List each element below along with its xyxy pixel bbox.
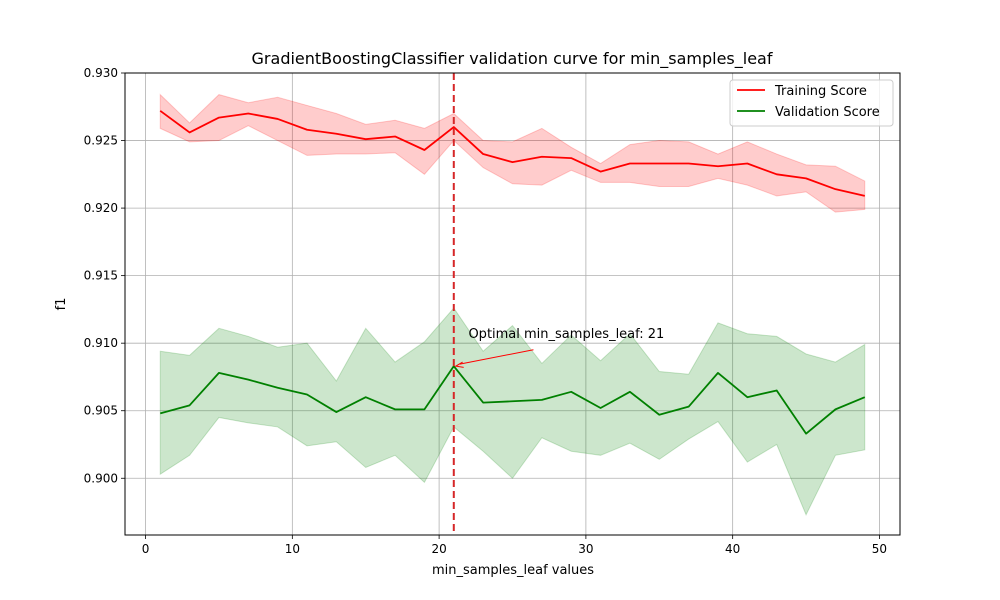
training-score-point <box>306 129 308 131</box>
x-tick-label: 0 <box>142 542 150 556</box>
training-score-point <box>423 149 425 151</box>
validation-score-point <box>629 391 631 393</box>
annotation-arrow-shaft <box>459 349 534 365</box>
x-tick-label: 40 <box>725 542 740 556</box>
y-tick-label: 0.900 <box>84 471 118 485</box>
y-axis-label: f1 <box>54 298 69 311</box>
y-tick-label: 0.910 <box>84 336 118 350</box>
validation-score-point <box>805 432 807 434</box>
plot-frame <box>124 72 901 536</box>
validation-score-point <box>541 399 543 401</box>
validation-score-point <box>864 396 866 398</box>
x-tick-label: 50 <box>872 542 887 556</box>
training-score-point <box>746 162 748 164</box>
x-tick-label: 10 <box>285 542 300 556</box>
training-score-point <box>570 157 572 159</box>
training-score-point <box>159 110 161 112</box>
validation-score-point <box>335 411 337 413</box>
validation-score-band <box>159 307 866 516</box>
tick-layer: 0 10 20 30 40 50 0.900 0.905 0.910 0.915 0.920 0.92… <box>84 66 887 556</box>
legend-label-training-score: Training Score <box>774 84 867 99</box>
validation-score-point <box>687 405 689 407</box>
annotation-arrow-head <box>454 361 464 368</box>
validation-score-point <box>188 404 190 406</box>
validation-score-point <box>482 401 484 403</box>
training-score-point <box>687 162 689 164</box>
validation-score-point <box>746 396 748 398</box>
optimal-annotation-label: Optimal min_samples_leaf: 21 <box>468 327 664 342</box>
training-score-band <box>159 93 866 213</box>
training-score-point <box>394 135 396 137</box>
training-score-point <box>629 162 631 164</box>
validation-score-point <box>599 407 601 409</box>
chart-title: GradientBoostingClassifier validation cu… <box>252 49 773 69</box>
x-tick-label: 20 <box>431 542 446 556</box>
training-score-point <box>541 156 543 158</box>
validation-score-point <box>159 412 161 414</box>
y-tick-label: 0.920 <box>84 201 118 215</box>
y-tick-label: 0.915 <box>84 269 118 283</box>
validation-score-point <box>365 396 367 398</box>
validation-score-point <box>247 378 249 380</box>
training-score-point <box>776 173 778 175</box>
y-tick-label: 0.925 <box>84 134 118 148</box>
annotation-layer: Optimal min_samples_leaf: 21 <box>454 327 664 368</box>
training-score-point <box>453 126 455 128</box>
y-tick-label: 0.930 <box>84 66 118 80</box>
training-score-point <box>658 162 660 164</box>
validation-score-point <box>306 393 308 395</box>
validation-score-point <box>570 391 572 393</box>
training-score-line <box>159 110 865 197</box>
validation-score-point <box>394 408 396 410</box>
validation-score-point <box>511 400 513 402</box>
legend-box <box>729 79 894 127</box>
legend: Training Score Validation Score <box>729 79 894 127</box>
x-axis-label: min_samples_leaf values <box>432 563 594 578</box>
line-layer <box>159 110 866 435</box>
training-score-point <box>511 161 513 163</box>
y-tick-label: 0.905 <box>84 404 118 418</box>
validation-score-point <box>423 408 425 410</box>
training-score-point <box>805 177 807 179</box>
training-score-point <box>247 112 249 114</box>
legend-label-validation-score: Validation Score <box>775 105 880 120</box>
training-score-point <box>599 170 601 172</box>
validation-score-point <box>276 387 278 389</box>
training-score-point <box>482 153 484 155</box>
training-score-point <box>335 133 337 135</box>
training-score-point <box>864 195 866 197</box>
band-layer <box>159 93 866 516</box>
training-score-point <box>365 138 367 140</box>
validation-score-point <box>218 372 220 374</box>
validation-score-point <box>834 408 836 410</box>
validation-score-line <box>159 365 866 435</box>
x-tick-label: 30 <box>578 542 593 556</box>
training-score-point <box>218 116 220 118</box>
training-score-point <box>188 131 190 133</box>
validation-score-point <box>658 414 660 416</box>
training-score-point <box>717 165 719 167</box>
training-score-point <box>834 188 836 190</box>
validation-score-point <box>776 389 778 391</box>
validation-score-point <box>717 372 719 374</box>
training-score-point <box>276 118 278 120</box>
